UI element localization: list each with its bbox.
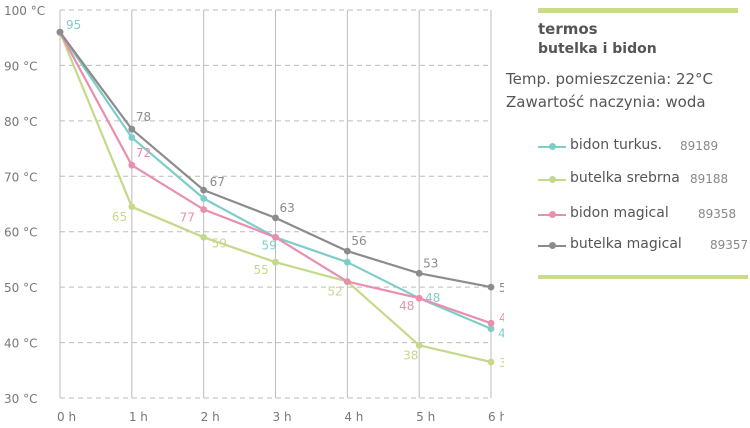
y-tick-label: 70 °C	[4, 170, 37, 184]
data-label: 48	[425, 291, 440, 305]
data-label: 56	[351, 234, 366, 248]
y-tick-label: 30 °C	[4, 392, 37, 406]
data-point	[200, 195, 208, 202]
legend-item-butelka-magical: butelka magical 89357	[538, 236, 750, 256]
legend-label: bidon magical	[570, 205, 669, 221]
data-point	[272, 214, 279, 222]
x-tick-label: 4 h	[344, 410, 363, 424]
data-label: 65	[112, 210, 127, 224]
data-label: 52	[327, 285, 342, 299]
y-tick-label: 80 °C	[4, 115, 37, 129]
legend-code: 89357	[710, 238, 749, 252]
data-label: 67	[210, 175, 225, 189]
y-tick-label: 60 °C	[4, 226, 37, 240]
y-tick-label: 90 °C	[4, 59, 37, 73]
data-label: 53	[423, 256, 438, 270]
x-tick-label: 3 h	[273, 410, 292, 424]
y-tick-label: 100 °C	[4, 4, 45, 18]
data-label: 77	[180, 211, 195, 225]
data-label: 59	[212, 236, 227, 250]
x-tick-label: 1 h	[129, 410, 148, 424]
data-point	[343, 278, 351, 285]
data-point	[200, 186, 208, 194]
data-label: 78	[136, 110, 151, 124]
y-tick-label: 40 °C	[4, 337, 37, 351]
data-point	[343, 258, 351, 266]
legend-label: butelka srebrna	[570, 170, 680, 186]
temperature-line-chart: 30 °C 40 °C 50 °C 60 °C 70 °C 80 °C 90 °C 100 °…	[4, 4, 504, 424]
data-point	[200, 206, 208, 213]
data-point	[56, 28, 64, 36]
legend-label: butelka magical	[570, 236, 682, 252]
legend-item-bidon-magical: bidon magical 89358	[538, 205, 750, 225]
legend-code: 89189	[680, 139, 719, 153]
data-label: 37	[499, 356, 504, 370]
data-label: 48	[399, 299, 414, 313]
product-subtitle: butelka i bidon	[538, 41, 657, 57]
data-label: 59	[262, 238, 277, 252]
data-point	[200, 233, 208, 241]
legend-marker	[549, 242, 556, 249]
data-label: 38	[403, 348, 418, 362]
room-temperature-info: Temp. pomieszczenia: 22°C	[506, 70, 714, 88]
data-point	[128, 161, 136, 169]
legend-marker	[549, 143, 556, 150]
data-point	[487, 358, 495, 366]
data-point	[487, 319, 495, 327]
data-point	[415, 341, 423, 349]
y-tick-label: 50 °C	[4, 281, 37, 295]
x-tick-label: 6 h	[488, 410, 504, 424]
data-point	[415, 294, 423, 302]
data-point	[487, 325, 495, 333]
data-label: 72	[136, 146, 151, 160]
data-point	[272, 258, 279, 266]
data-point	[128, 125, 136, 133]
data-label: 44	[499, 311, 504, 325]
x-tick-label: 2 h	[201, 410, 220, 424]
product-title: termos	[538, 20, 598, 38]
x-tick-label: 5 h	[416, 410, 435, 424]
legend-label: bidon turkus.	[570, 137, 662, 153]
legend-code: 89358	[698, 207, 737, 221]
data-point	[487, 283, 495, 291]
legend-marker	[549, 211, 556, 218]
data-point	[272, 233, 279, 241]
chart-series	[56, 28, 495, 366]
chart-grid: 30 °C 40 °C 50 °C 60 °C 70 °C 80 °C 90 °C 100 °…	[4, 4, 504, 424]
data-point	[128, 134, 136, 141]
data-point	[343, 247, 351, 255]
chart-data-labels: 59 48 43 65 59 55 52 38 37 72 77 48 44 78 67 63 56 53 50 95	[66, 18, 504, 370]
container-content-info: Zawartość naczynia: woda	[506, 93, 706, 111]
legend-panel: termos butelka i bidon Temp. pomieszczen…	[504, 0, 750, 428]
data-label: 55	[254, 263, 269, 277]
data-label: 43	[498, 327, 504, 341]
legend-item-butelka-srebrna: butelka srebrna 89188	[538, 170, 750, 190]
data-point	[128, 203, 136, 211]
data-label: 50	[499, 281, 504, 295]
legend-code: 89188	[690, 172, 729, 186]
accent-bar-bottom	[538, 275, 748, 279]
legend-marker	[549, 176, 556, 183]
data-point	[415, 269, 423, 277]
data-label: 63	[280, 201, 295, 215]
accent-bar-top	[538, 8, 738, 13]
x-tick-label: 0 h	[57, 410, 76, 424]
legend-item-bidon-turkus: bidon turkus. 89189	[538, 137, 750, 157]
data-label: 95	[66, 18, 81, 32]
